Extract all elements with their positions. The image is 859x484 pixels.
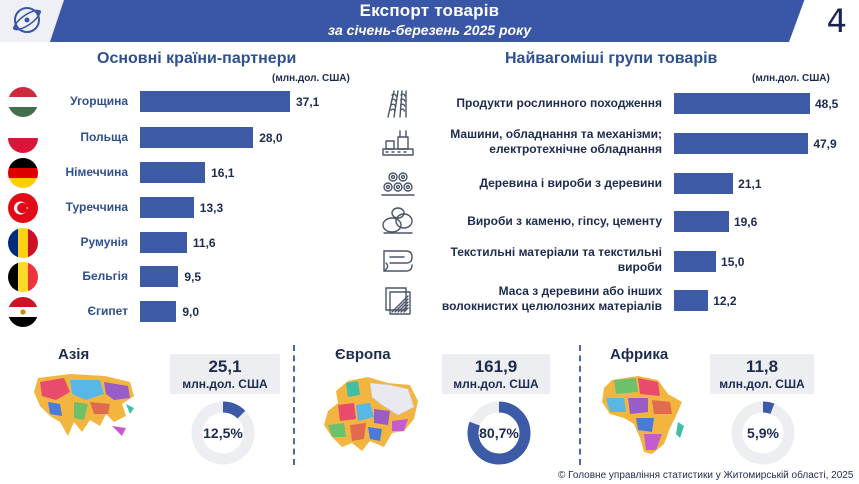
country-label: Польща xyxy=(80,130,128,144)
group-value-label: 21,1 xyxy=(738,177,762,191)
group-bar xyxy=(674,290,709,311)
page-title: Експорт товарів xyxy=(359,1,500,20)
flag-belgium-icon xyxy=(8,262,38,292)
footer-copyright: © Головне управління статистики у Житоми… xyxy=(558,470,854,481)
region-title: Африка xyxy=(610,346,669,363)
group-value-label: 15,0 xyxy=(721,255,745,269)
asia-map-icon xyxy=(34,374,134,436)
group-bar xyxy=(674,251,717,272)
partner-value-label: 11,6 xyxy=(192,236,216,250)
region-donut: 12,5% xyxy=(191,401,255,465)
partner-value-label: 9,0 xyxy=(182,305,200,319)
fabric-icon xyxy=(380,245,416,277)
country-label: Єгипет xyxy=(87,304,128,318)
group-label: Маса з деревини або інших волокнистих цел… xyxy=(442,284,662,314)
flag-romania-icon xyxy=(8,228,38,258)
flag-germany-icon xyxy=(8,158,38,188)
partners-title: Основні країни-партнери xyxy=(97,50,297,67)
partners-unit: (млн.дол. США) xyxy=(272,73,350,84)
header-bar xyxy=(0,0,859,42)
flag-hungary-icon xyxy=(8,87,38,117)
partner-bar xyxy=(140,162,206,183)
partner-bar xyxy=(140,301,177,322)
region-donut: 5,9% xyxy=(731,401,795,465)
group-label: Вироби з каменю, гіпсу, цементу xyxy=(467,214,662,229)
paper-icon xyxy=(380,284,416,316)
donut-share-arc xyxy=(191,401,255,465)
group-label-line: вироби xyxy=(617,260,662,274)
group-value-label: 47,9 xyxy=(813,137,837,151)
country-label: Німеччина xyxy=(65,165,128,179)
group-value-label: 48,5 xyxy=(815,97,839,111)
region-unit: млн.дол. США xyxy=(719,377,805,391)
donut-share-arc xyxy=(731,401,795,465)
divider-right xyxy=(579,345,581,465)
country-label: Румунія xyxy=(80,235,129,249)
region-value-box: 11,8 млн.дол. США xyxy=(710,354,814,394)
partner-value-label: 16,1 xyxy=(211,166,235,180)
group-label-line: Текстильні матеріали та текстильні xyxy=(450,245,662,259)
flag-poland-icon xyxy=(8,123,38,153)
partner-value-label: 13,3 xyxy=(199,201,224,215)
groups-unit: (млн.дол. США) xyxy=(752,73,830,84)
europe-map-icon xyxy=(324,377,418,451)
group-bar xyxy=(674,133,809,154)
partner-bar xyxy=(140,266,179,287)
group-label-line: Маса з деревини або інших xyxy=(498,284,662,298)
region-donut: 80,7% xyxy=(467,401,531,465)
partner-value-label: 28,0 xyxy=(259,131,283,145)
logs-icon xyxy=(380,167,416,199)
group-label: Деревина і вироби з деревини xyxy=(479,176,662,191)
group-label: Машини, обладнання та механізми; електрот… xyxy=(450,127,662,157)
group-label-line: Деревина і вироби з деревини xyxy=(479,176,662,190)
region-title: Європа xyxy=(335,346,391,363)
machine-icon xyxy=(380,127,416,159)
flag-egypt-icon xyxy=(8,297,38,327)
country-label: Бельгія xyxy=(82,269,128,283)
group-label-line: електротехнічне обладнання xyxy=(489,142,662,156)
region-value: 25,1 xyxy=(208,357,242,376)
group-label-line: Вироби з каменю, гіпсу, цементу xyxy=(467,214,662,228)
group-label-line: Продукти рослинного походження xyxy=(456,96,662,110)
group-label-line: волокнистих целюлозних матеріалів xyxy=(441,299,662,313)
flag-turkey-icon xyxy=(8,193,38,223)
partner-bar xyxy=(140,197,194,218)
page-number: 4 xyxy=(826,2,847,40)
group-label: Текстильні матеріали та текстильні вироби xyxy=(450,245,662,275)
region-value: 11,8 xyxy=(745,357,779,376)
group-bar xyxy=(674,211,729,232)
country-label: Угорщина xyxy=(70,94,128,108)
group-bar xyxy=(674,93,810,114)
donut-share-label: 80,7% xyxy=(479,425,519,441)
region-value-box: 25,1 млн.дол. США xyxy=(170,354,280,394)
group-bar xyxy=(674,173,734,194)
region-value-box: 161,9 млн.дол. США xyxy=(442,354,550,394)
partner-value-label: 9,5 xyxy=(184,270,202,284)
country-label: Туреччина xyxy=(65,200,128,214)
donut-share-label: 12,5% xyxy=(203,425,243,441)
group-value-label: 12,2 xyxy=(713,294,737,308)
region-value: 161,9 xyxy=(474,357,518,376)
partner-bar xyxy=(140,127,254,148)
partner-bar xyxy=(140,91,290,112)
africa-map-icon xyxy=(602,376,684,454)
groups-title: Найвагоміші групи товарів xyxy=(505,50,718,67)
partner-bar xyxy=(140,232,187,253)
group-label-line: Машини, обладнання та механізми; xyxy=(450,127,662,141)
region-title: Азія xyxy=(58,346,90,363)
group-value-label: 19,6 xyxy=(733,215,758,229)
stones-icon xyxy=(380,205,416,237)
donut-share-label: 5,9% xyxy=(747,425,779,441)
stat-logo-icon xyxy=(13,7,41,33)
donut-share-arc xyxy=(467,401,531,465)
wheat-icon xyxy=(380,87,416,119)
group-label: Продукти рослинного походження xyxy=(456,96,662,111)
page-subtitle: за січень-березень 2025 року xyxy=(327,22,532,38)
divider-left xyxy=(293,345,295,465)
region-unit: млн.дол. США xyxy=(453,377,539,391)
region-unit: млн.дол. США xyxy=(182,377,268,391)
partner-value-label: 37,1 xyxy=(296,95,320,109)
